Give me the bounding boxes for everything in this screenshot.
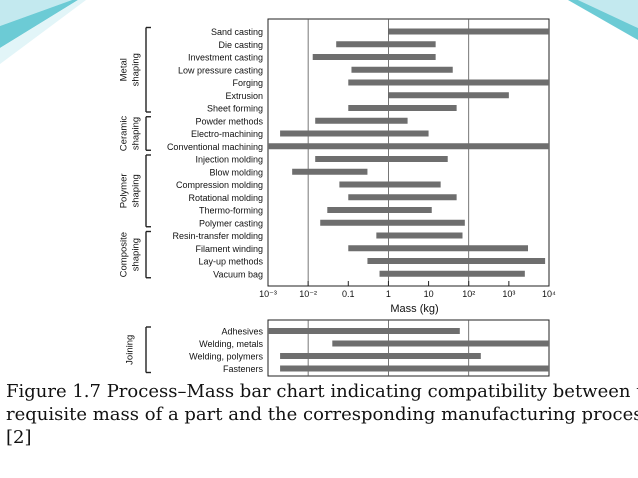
bar-fasteners — [280, 365, 549, 372]
bar-sheet-forming — [348, 105, 457, 111]
category-label-forging: Forging — [232, 78, 263, 88]
category-label-extrusion: Extrusion — [225, 91, 263, 101]
x-tick-label: 0.1 — [342, 289, 355, 299]
bar-polymer-casting — [320, 219, 465, 226]
bar-vacuum-bag — [379, 270, 525, 277]
group-label-joining: Joining — [125, 335, 136, 365]
bar-lay-up-methods — [367, 258, 546, 264]
bar-resin-transfer-molding — [376, 232, 463, 239]
caption-line-1: Figure 1.7 Process–Mass bar chart indica… — [6, 381, 638, 402]
category-label-powder-methods: Powder methods — [195, 116, 263, 126]
category-label-low-pressure-casting: Low pressure casting — [178, 65, 263, 75]
decor-light-stripe — [0, 0, 86, 64]
bar-welding-metals — [332, 340, 549, 347]
x-axis-label: Mass (kg) — [390, 303, 438, 315]
group-label-metal-shaping: shaping — [131, 53, 142, 86]
category-label-adhesives: Adhesives — [221, 327, 263, 337]
bar-die-casting — [336, 41, 436, 48]
bar-filament-winding — [348, 245, 529, 252]
x-tick-label: 10⁻² — [299, 289, 317, 299]
category-label-thermo-forming: Thermo-forming — [199, 206, 263, 216]
figure-caption: Figure 1.7 Process–Mass bar chart indica… — [6, 380, 638, 449]
category-label-blow-molding: Blow molding — [209, 167, 263, 177]
bar-adhesives — [268, 328, 460, 334]
bar-injection-molding — [315, 156, 448, 162]
bar-compression-molding — [339, 181, 441, 188]
x-tick-label: 1 — [386, 289, 391, 299]
category-label-compression-molding: Compression molding — [176, 180, 263, 190]
caption-line-2: requisite mass of a part and the corresp… — [6, 404, 638, 425]
x-tick-label: 10⁻³ — [259, 289, 277, 299]
x-tick-label: 10 — [424, 289, 434, 299]
group-label-ceramic-shaping: shaping — [131, 117, 142, 150]
bar-thermo-forming — [327, 207, 432, 213]
group-label-ceramic-shaping: Ceramic — [119, 116, 130, 152]
category-label-die-casting: Die casting — [218, 40, 263, 50]
category-label-sand-casting: Sand casting — [211, 27, 263, 37]
top-left-decoration — [0, 0, 86, 64]
category-label-conventional-machining: Conventional machining — [167, 142, 263, 152]
category-label-welding-polymers: Welding, polymers — [189, 352, 263, 362]
upper-chart-panel: Sand casting Die casting Investment castin… — [119, 18, 556, 315]
category-label-injection-molding: Injection molding — [195, 155, 263, 165]
bar-extrusion — [388, 92, 509, 99]
category-label-vacuum-bag: Vacuum bag — [213, 269, 263, 279]
group-label-composite-shaping: shaping — [131, 238, 142, 271]
lower-chart-panel: Adhesives Welding, metals Welding, polymer… — [125, 319, 550, 377]
bar-rotational-molding — [348, 194, 457, 201]
bar-welding-polymers — [280, 353, 481, 359]
bar-powder-methods — [315, 117, 408, 124]
category-label-filament-winding: Filament winding — [195, 244, 263, 254]
x-tick-label: 10² — [462, 289, 475, 299]
group-label-polymer-shaping: Polymer — [119, 173, 130, 208]
group-label-composite-shaping: Composite — [119, 232, 130, 277]
category-label-investment-casting: Investment casting — [188, 53, 263, 63]
group-label-metal-shaping: Metal — [119, 58, 130, 81]
process-mass-chart: Sand casting Die casting Investment castin… — [0, 0, 638, 377]
category-label-sheet-forming: Sheet forming — [207, 104, 263, 114]
bar-forging — [348, 79, 549, 86]
category-label-polymer-casting: Polymer casting — [199, 218, 263, 228]
category-label-rotational-molding: Rotational molding — [188, 193, 263, 203]
category-label-electro-machining: Electro-machining — [191, 129, 263, 139]
category-label-lay-up-methods: Lay-up methods — [198, 257, 263, 267]
bar-sand-casting — [388, 28, 549, 35]
category-label-resin-transfer-molding: Resin-transfer molding — [172, 231, 263, 241]
top-right-decoration — [568, 0, 638, 40]
bar-conventional-machining — [268, 143, 549, 150]
category-label-fasteners: Fasteners — [223, 364, 264, 374]
bar-investment-casting — [312, 54, 436, 60]
x-tick-label: 10³ — [502, 289, 515, 299]
decor-right-stripe — [568, 0, 638, 40]
bar-electro-machining — [280, 130, 429, 137]
x-tick-label: 10⁴ — [542, 289, 556, 299]
group-label-polymer-shaping: shaping — [131, 174, 142, 207]
caption-line-3: [2] — [6, 427, 32, 448]
category-label-welding-metals: Welding, metals — [199, 339, 263, 349]
plot-frame — [267, 319, 550, 377]
bar-blow-molding — [292, 168, 368, 175]
bar-low-pressure-casting — [351, 66, 453, 73]
plot-frame — [267, 18, 550, 287]
